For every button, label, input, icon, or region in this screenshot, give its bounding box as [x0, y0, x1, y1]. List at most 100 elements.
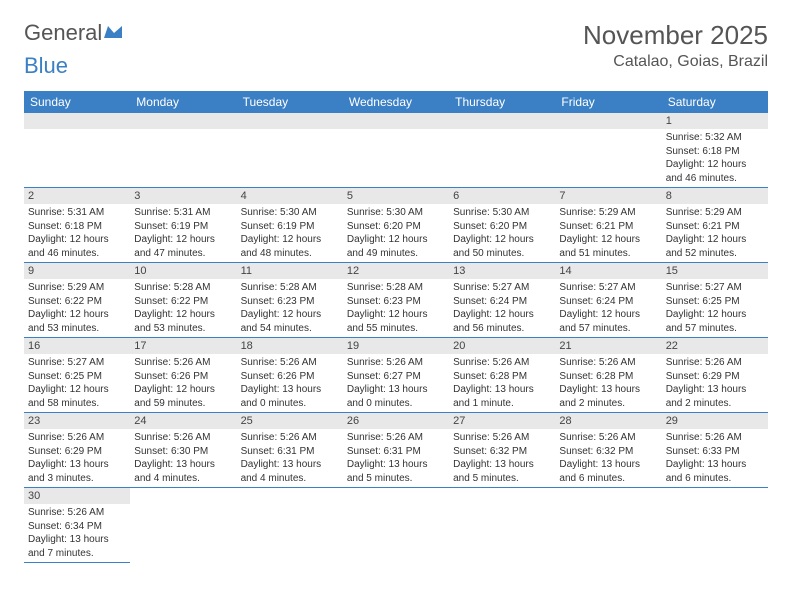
day-content: Sunrise: 5:26 AMSunset: 6:32 PMDaylight:… [449, 429, 555, 487]
calendar-cell: 11Sunrise: 5:28 AMSunset: 6:23 PMDayligh… [237, 263, 343, 338]
calendar-cell: 21Sunrise: 5:26 AMSunset: 6:28 PMDayligh… [555, 338, 661, 413]
calendar-cell [237, 113, 343, 188]
day-content: Sunrise: 5:28 AMSunset: 6:23 PMDaylight:… [237, 279, 343, 337]
day-content: Sunrise: 5:29 AMSunset: 6:21 PMDaylight:… [662, 204, 768, 262]
calendar-cell: 27Sunrise: 5:26 AMSunset: 6:32 PMDayligh… [449, 413, 555, 488]
weekday-header: Sunday [24, 91, 130, 113]
weekday-header: Saturday [662, 91, 768, 113]
day-content: Sunrise: 5:30 AMSunset: 6:20 PMDaylight:… [449, 204, 555, 262]
day-content: Sunrise: 5:27 AMSunset: 6:25 PMDaylight:… [24, 354, 130, 412]
day-content: Sunrise: 5:30 AMSunset: 6:20 PMDaylight:… [343, 204, 449, 262]
day-content: Sunrise: 5:26 AMSunset: 6:27 PMDaylight:… [343, 354, 449, 412]
calendar-cell: 19Sunrise: 5:26 AMSunset: 6:27 PMDayligh… [343, 338, 449, 413]
calendar-cell: 10Sunrise: 5:28 AMSunset: 6:22 PMDayligh… [130, 263, 236, 338]
calendar-cell [555, 488, 661, 563]
day-number: 23 [24, 413, 130, 429]
weekday-header: Friday [555, 91, 661, 113]
day-number: 12 [343, 263, 449, 279]
day-content: Sunrise: 5:31 AMSunset: 6:18 PMDaylight:… [24, 204, 130, 262]
calendar-row: 9Sunrise: 5:29 AMSunset: 6:22 PMDaylight… [24, 263, 768, 338]
day-number: 5 [343, 188, 449, 204]
day-number: 15 [662, 263, 768, 279]
day-content: Sunrise: 5:26 AMSunset: 6:30 PMDaylight:… [130, 429, 236, 487]
day-number: 18 [237, 338, 343, 354]
day-content: Sunrise: 5:26 AMSunset: 6:33 PMDaylight:… [662, 429, 768, 487]
day-content: Sunrise: 5:26 AMSunset: 6:26 PMDaylight:… [130, 354, 236, 412]
calendar-cell [130, 488, 236, 563]
day-number: 6 [449, 188, 555, 204]
calendar-cell [449, 113, 555, 188]
day-content: Sunrise: 5:26 AMSunset: 6:28 PMDaylight:… [555, 354, 661, 412]
day-content: Sunrise: 5:32 AMSunset: 6:18 PMDaylight:… [662, 129, 768, 187]
day-content: Sunrise: 5:28 AMSunset: 6:22 PMDaylight:… [130, 279, 236, 337]
day-content: Sunrise: 5:30 AMSunset: 6:19 PMDaylight:… [237, 204, 343, 262]
calendar-cell [130, 113, 236, 188]
calendar-cell: 13Sunrise: 5:27 AMSunset: 6:24 PMDayligh… [449, 263, 555, 338]
day-number: 22 [662, 338, 768, 354]
calendar-cell [343, 488, 449, 563]
weekday-header: Thursday [449, 91, 555, 113]
calendar-row: 30Sunrise: 5:26 AMSunset: 6:34 PMDayligh… [24, 488, 768, 563]
day-content: Sunrise: 5:31 AMSunset: 6:19 PMDaylight:… [130, 204, 236, 262]
day-number: 28 [555, 413, 661, 429]
logo-text-blue: Blue [24, 53, 768, 79]
calendar-row: 23Sunrise: 5:26 AMSunset: 6:29 PMDayligh… [24, 413, 768, 488]
day-number: 13 [449, 263, 555, 279]
weekday-header: Monday [130, 91, 236, 113]
calendar-cell [555, 113, 661, 188]
page-title: November 2025 [583, 20, 768, 51]
day-number: 10 [130, 263, 236, 279]
calendar-cell: 29Sunrise: 5:26 AMSunset: 6:33 PMDayligh… [662, 413, 768, 488]
day-number: 21 [555, 338, 661, 354]
day-content: Sunrise: 5:27 AMSunset: 6:25 PMDaylight:… [662, 279, 768, 337]
day-content: Sunrise: 5:26 AMSunset: 6:32 PMDaylight:… [555, 429, 661, 487]
day-content: Sunrise: 5:27 AMSunset: 6:24 PMDaylight:… [555, 279, 661, 337]
day-number: 27 [449, 413, 555, 429]
calendar-body: 1Sunrise: 5:32 AMSunset: 6:18 PMDaylight… [24, 113, 768, 563]
day-number: 11 [237, 263, 343, 279]
day-number: 14 [555, 263, 661, 279]
calendar-cell: 30Sunrise: 5:26 AMSunset: 6:34 PMDayligh… [24, 488, 130, 563]
calendar-cell: 28Sunrise: 5:26 AMSunset: 6:32 PMDayligh… [555, 413, 661, 488]
day-number: 2 [24, 188, 130, 204]
calendar-cell: 23Sunrise: 5:26 AMSunset: 6:29 PMDayligh… [24, 413, 130, 488]
day-number: 7 [555, 188, 661, 204]
calendar-cell: 1Sunrise: 5:32 AMSunset: 6:18 PMDaylight… [662, 113, 768, 188]
day-number: 1 [662, 113, 768, 129]
day-number: 26 [343, 413, 449, 429]
day-number: 4 [237, 188, 343, 204]
calendar-cell: 16Sunrise: 5:27 AMSunset: 6:25 PMDayligh… [24, 338, 130, 413]
calendar-table: SundayMondayTuesdayWednesdayThursdayFrid… [24, 91, 768, 563]
day-content: Sunrise: 5:26 AMSunset: 6:26 PMDaylight:… [237, 354, 343, 412]
day-content: Sunrise: 5:28 AMSunset: 6:23 PMDaylight:… [343, 279, 449, 337]
calendar-cell: 15Sunrise: 5:27 AMSunset: 6:25 PMDayligh… [662, 263, 768, 338]
day-number: 19 [343, 338, 449, 354]
flag-icon [104, 20, 126, 46]
calendar-cell: 12Sunrise: 5:28 AMSunset: 6:23 PMDayligh… [343, 263, 449, 338]
day-number: 9 [24, 263, 130, 279]
calendar-cell [449, 488, 555, 563]
calendar-cell: 9Sunrise: 5:29 AMSunset: 6:22 PMDaylight… [24, 263, 130, 338]
day-number: 8 [662, 188, 768, 204]
day-number: 25 [237, 413, 343, 429]
calendar-cell: 26Sunrise: 5:26 AMSunset: 6:31 PMDayligh… [343, 413, 449, 488]
day-content: Sunrise: 5:26 AMSunset: 6:28 PMDaylight:… [449, 354, 555, 412]
weekday-header-row: SundayMondayTuesdayWednesdayThursdayFrid… [24, 91, 768, 113]
day-number: 16 [24, 338, 130, 354]
calendar-cell: 24Sunrise: 5:26 AMSunset: 6:30 PMDayligh… [130, 413, 236, 488]
day-content: Sunrise: 5:29 AMSunset: 6:22 PMDaylight:… [24, 279, 130, 337]
day-content: Sunrise: 5:26 AMSunset: 6:29 PMDaylight:… [24, 429, 130, 487]
calendar-cell: 8Sunrise: 5:29 AMSunset: 6:21 PMDaylight… [662, 188, 768, 263]
day-content: Sunrise: 5:26 AMSunset: 6:31 PMDaylight:… [343, 429, 449, 487]
day-number: 30 [24, 488, 130, 504]
weekday-header: Tuesday [237, 91, 343, 113]
calendar-cell [343, 113, 449, 188]
calendar-cell: 14Sunrise: 5:27 AMSunset: 6:24 PMDayligh… [555, 263, 661, 338]
day-number: 20 [449, 338, 555, 354]
calendar-row: 1Sunrise: 5:32 AMSunset: 6:18 PMDaylight… [24, 113, 768, 188]
calendar-cell: 18Sunrise: 5:26 AMSunset: 6:26 PMDayligh… [237, 338, 343, 413]
calendar-cell: 4Sunrise: 5:30 AMSunset: 6:19 PMDaylight… [237, 188, 343, 263]
weekday-header: Wednesday [343, 91, 449, 113]
day-number: 29 [662, 413, 768, 429]
calendar-cell: 25Sunrise: 5:26 AMSunset: 6:31 PMDayligh… [237, 413, 343, 488]
